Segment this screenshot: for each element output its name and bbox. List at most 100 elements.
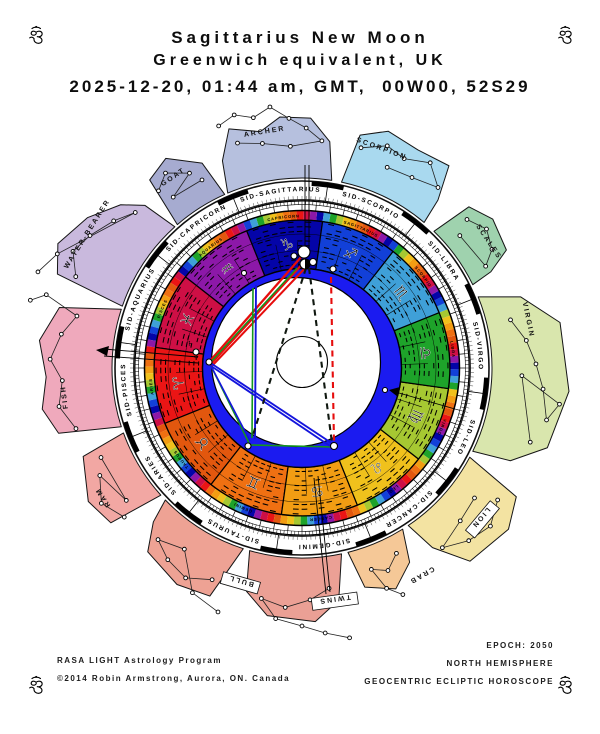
aspect-line — [208, 361, 334, 445]
star-dot — [368, 567, 374, 572]
zodiac-glyph-capricorn: ♑ — [279, 235, 295, 255]
star-dot — [259, 596, 264, 601]
star-dot — [182, 546, 187, 552]
star-dot — [59, 331, 64, 337]
zodiac-glyph-pisces: ♓ — [177, 310, 199, 330]
sector-sagittarius: ♐ — [315, 220, 394, 291]
planet-dot — [192, 348, 200, 356]
constellation-scorpion: SCORPION — [341, 130, 450, 223]
svg-text:LIBRA: LIBRA — [449, 341, 456, 358]
star-dot — [286, 115, 292, 121]
sector-taurus: ♉ — [164, 404, 242, 486]
star-dot — [401, 156, 407, 161]
star-dot — [260, 141, 265, 146]
star-dot — [35, 269, 41, 275]
planet-dot — [381, 386, 389, 394]
aspect-line — [210, 365, 331, 447]
star-dot — [155, 537, 161, 542]
constellation-bull: BULL — [147, 499, 261, 615]
star-dot — [483, 263, 489, 269]
star-dot — [523, 338, 529, 343]
svg-text:TWINS: TWINS — [318, 593, 351, 604]
star-dot — [216, 123, 222, 129]
star-dot — [385, 568, 391, 573]
aspect-line — [254, 284, 257, 440]
zodiac-glyph-sagittarius: ♐ — [340, 243, 360, 265]
axis-arrow — [96, 346, 109, 356]
star-dot — [557, 401, 562, 407]
svg-text:FISH: FISH — [60, 385, 70, 410]
star-dot — [489, 246, 495, 252]
star-dot — [123, 498, 129, 503]
om-symbol-icon — [558, 675, 572, 694]
chart-datetime-location: 2025-12-20, 01:44 am, GMT, 00W00, 52S29 — [69, 77, 531, 96]
aspect-line — [307, 267, 334, 444]
zodiac-glyph-aries: ♈ — [169, 375, 189, 391]
hemisphere-label: NORTH HEMISPHERE — [446, 659, 554, 668]
star-dot — [394, 550, 399, 556]
planet-dot — [329, 441, 339, 451]
star-dot — [74, 313, 80, 319]
star-dot — [70, 248, 76, 254]
star-dot — [59, 378, 65, 383]
svg-text:CRAB: CRAB — [407, 565, 435, 585]
om-symbol-icon — [558, 25, 572, 44]
star-dot — [435, 185, 441, 190]
star-dot — [170, 194, 176, 200]
star-dot — [400, 592, 406, 597]
star-dot — [27, 297, 33, 303]
epoch-label: EPOCH: 2050 — [486, 641, 554, 650]
star-dot — [358, 145, 364, 151]
star-dot — [319, 138, 325, 144]
star-dot — [440, 545, 445, 551]
axis-arrow — [389, 387, 400, 397]
constellation-label: FISH — [60, 385, 70, 410]
star-dot — [303, 125, 309, 131]
star-dot — [409, 175, 415, 180]
star-dot — [187, 170, 192, 176]
aspect-line — [250, 444, 334, 448]
star-dot — [457, 518, 463, 524]
constellation-lion: LION — [407, 456, 517, 562]
zodiac-glyph-cancer: ♋ — [309, 481, 325, 501]
star-dot — [132, 210, 138, 215]
star-dot — [519, 373, 525, 379]
star-dot — [384, 143, 390, 149]
star-dot — [73, 426, 79, 431]
star-dot — [527, 439, 533, 445]
aspect-line — [209, 363, 251, 442]
star-dot — [427, 160, 433, 166]
star-dot — [47, 356, 53, 362]
star-dot — [384, 585, 389, 591]
svg-text:SID-PISCES: SID-PISCES — [120, 363, 133, 417]
star-dot — [540, 386, 546, 392]
planet-dot — [205, 358, 213, 366]
sector-scorpio: ♏ — [362, 250, 440, 332]
zodiac-sector-ring: ♑ ♒♓ ♈ ♉♊ ♋ ♌♍ ♎ ♏♐ — [153, 219, 451, 517]
star-dot — [282, 605, 288, 610]
constellation-fish: FISH — [27, 292, 122, 434]
chart-type-label: GEOCENTRIC ECLIPTIC HOROSCOPE — [364, 677, 554, 686]
aspect-line — [250, 267, 308, 439]
star-dot — [299, 623, 305, 629]
star-dot — [73, 274, 79, 279]
svg-text:CAPRICORN: CAPRICORN — [267, 213, 300, 222]
planet-dot — [297, 245, 311, 259]
constellation-label: CRAB — [407, 565, 435, 585]
star-dot — [215, 609, 221, 615]
constellation-archer: ARCHER — [216, 104, 333, 194]
star-dot — [288, 143, 293, 149]
om-symbol-icon — [29, 25, 43, 44]
planet-dot — [290, 252, 298, 260]
star-dot — [199, 177, 205, 183]
svg-text:SID-VIRGO: SID-VIRGO — [471, 321, 484, 370]
star-dot — [466, 538, 472, 543]
svg-text:ARIES: ARIES — [148, 378, 155, 395]
star-dot — [165, 557, 171, 563]
sector-leo: ♌ — [338, 428, 420, 506]
star-dot — [209, 577, 215, 583]
zodiac-glyph-libra: ♎ — [415, 345, 435, 361]
zodiac-glyph-virgo: ♍ — [405, 406, 427, 426]
